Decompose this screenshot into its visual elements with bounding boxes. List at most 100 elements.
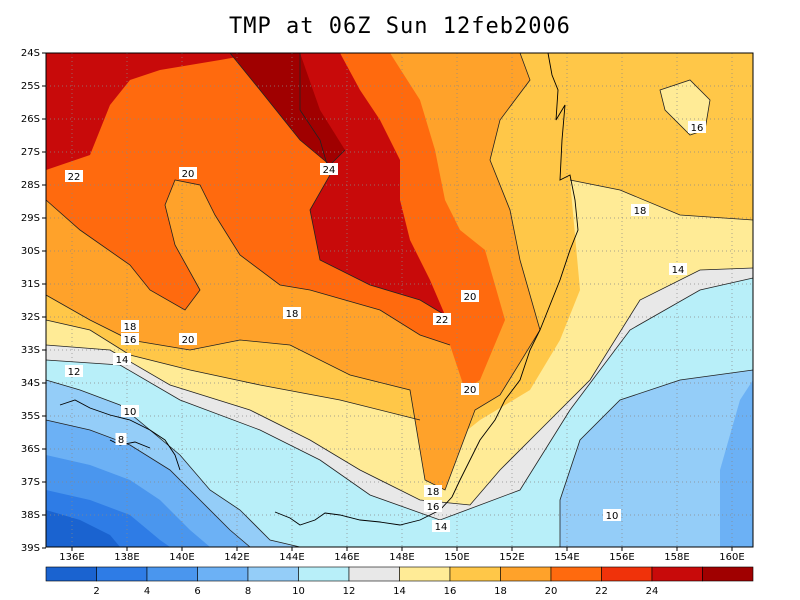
colorbar-swatch	[96, 566, 148, 582]
lat-tick-label: 37S	[21, 477, 40, 488]
contour-label-14-east: 14	[672, 265, 685, 276]
lat-tick-label: 33S	[21, 345, 40, 356]
lat-tick-label: 29S	[21, 213, 40, 224]
contour-label-16-northeast-bg	[688, 121, 706, 133]
lat-tick-label: 32S	[21, 312, 40, 323]
colorbar-swatch	[399, 566, 451, 582]
colorbar-swatch	[702, 566, 754, 582]
contour-label-16-northeast: 16	[691, 123, 704, 134]
colorbar-swatch	[45, 566, 97, 582]
lat-tick-label: 36S	[21, 444, 40, 455]
contour-label-20-south-bg	[461, 383, 479, 395]
contour-label-18-east-bg	[631, 204, 649, 216]
contour-label-18-east: 18	[634, 206, 647, 217]
lat-tick-label: 34S	[21, 378, 40, 389]
lat-tick-label: 26S	[21, 114, 40, 125]
colorbar-label: 14	[393, 586, 406, 597]
contour-label-20-north-bg	[179, 167, 197, 179]
colorbar-label: 22	[595, 586, 608, 597]
latitude-axis: 24S 25S 26S 27S 28S 29S 30S 31S 32S 33S 34S 35S 36S 3…	[21, 48, 46, 554]
lon-tick-label: 150E	[444, 552, 469, 563]
colorbar-label: 8	[245, 586, 251, 597]
contour-label-18-mid: 18	[286, 309, 299, 320]
colorbar-swatch	[348, 566, 400, 582]
longitude-axis: 136E 138E 140E 142E 144E 146E 148E 150E 152E 154E…	[59, 547, 745, 563]
contour-label-18-south: 18	[427, 487, 440, 498]
contour-label-16-west: 16	[124, 335, 137, 346]
contour-label-16-south: 16	[427, 502, 440, 513]
contour-label-8-west-bg	[115, 433, 127, 445]
contour-label-20-north: 20	[182, 169, 195, 180]
lat-tick-label: 30S	[21, 246, 40, 257]
colorbar-label: 24	[646, 586, 659, 597]
contour-label-22-east-bg	[433, 313, 451, 325]
contour-label-16-west-bg	[121, 333, 139, 345]
colorbar-label: 4	[144, 586, 150, 597]
lon-tick-label: 148E	[389, 552, 414, 563]
contour-labels: 24 22 20 18 16 18 14 20 22 20 18 16 14 12 10 8 20 18 16 14 1…	[65, 121, 706, 533]
colorbar-label: 2	[93, 586, 99, 597]
contour-label-22-east: 22	[436, 315, 449, 326]
lon-tick-label: 142E	[224, 552, 249, 563]
contour-label-16-south-bg	[424, 500, 442, 512]
colorbar-swatch	[550, 566, 602, 582]
contour-label-20-east-bg	[461, 290, 479, 302]
lat-tick-label: 31S	[21, 279, 40, 290]
contour-label-18-west-bg	[121, 320, 139, 332]
contour-lines	[45, 52, 754, 548]
lat-tick-label: 24S	[21, 48, 40, 59]
contour-label-14-west-bg	[113, 353, 131, 365]
colorbar-swatch	[651, 566, 703, 582]
colorbar-label: 12	[343, 586, 356, 597]
lat-tick-label: 38S	[21, 510, 40, 521]
contour-label-12-west-bg	[65, 365, 83, 377]
contour-label-20-south: 20	[464, 385, 477, 396]
lon-tick-label: 144E	[279, 552, 304, 563]
contour-label-24: 24	[323, 165, 336, 176]
contour-label-20-east: 20	[464, 292, 477, 303]
lon-tick-label: 158E	[664, 552, 689, 563]
lat-tick-label: 35S	[21, 411, 40, 422]
lon-tick-label: 138E	[114, 552, 139, 563]
contour-label-10-west: 10	[124, 407, 137, 418]
contour-label-10-west-bg	[121, 405, 139, 417]
contour-label-10-southeast-bg	[603, 509, 621, 521]
shaded-field	[46, 53, 753, 547]
colorbar-label: 18	[494, 586, 507, 597]
lon-tick-label: 140E	[169, 552, 194, 563]
lon-tick-label: 160E	[719, 552, 744, 563]
contour-label-18-mid-bg	[283, 307, 301, 319]
contour-label-18-south-bg	[424, 485, 442, 497]
contour-label-20-southwest-bg	[179, 333, 197, 345]
contour-label-12-west: 12	[68, 367, 81, 378]
contour-label-20-southwest: 20	[182, 335, 195, 346]
colorbar-label: 20	[545, 586, 558, 597]
contour-label-14-east-bg	[669, 263, 687, 275]
colorbar-swatch	[298, 566, 350, 582]
contour-label-14-south: 14	[435, 522, 448, 533]
colorbar-swatch	[601, 566, 653, 582]
lon-tick-label: 156E	[609, 552, 634, 563]
colorbar-swatch	[500, 566, 552, 582]
colorbar-swatch	[449, 566, 501, 582]
coastline	[59, 52, 579, 526]
contour-label-10-southeast: 10	[606, 511, 619, 522]
lon-tick-label: 152E	[499, 552, 524, 563]
lat-tick-label: 25S	[21, 81, 40, 92]
colorbar-swatch	[146, 566, 198, 582]
lat-tick-label: 27S	[21, 147, 40, 158]
colorbar-label: 16	[444, 586, 457, 597]
colorbar-label: 6	[194, 586, 200, 597]
colorbar-label: 10	[292, 586, 305, 597]
contour-label-14-south-bg	[432, 520, 450, 532]
lon-tick-label: 136E	[59, 552, 84, 563]
lon-tick-label: 146E	[334, 552, 359, 563]
lon-tick-label: 154E	[554, 552, 579, 563]
lat-tick-label: 28S	[21, 180, 40, 191]
contour-label-14-west: 14	[116, 355, 129, 366]
lat-tick-label: 39S	[21, 543, 40, 554]
contour-label-22-west-bg	[65, 170, 83, 182]
colorbar-swatch	[247, 566, 299, 582]
contour-label-18-west: 18	[124, 322, 137, 333]
